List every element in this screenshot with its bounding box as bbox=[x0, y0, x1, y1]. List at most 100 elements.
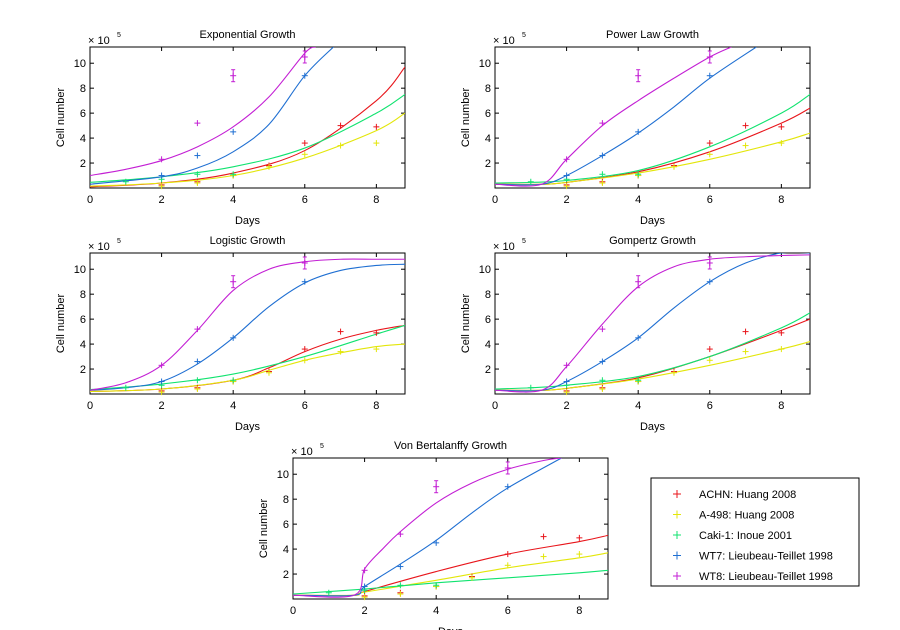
panel-von-bertalanffy: Von Bertalanffy Growth 0 2 4 6 8 2 4 6 8 10 Days Cel… bbox=[258, 440, 609, 630]
data-point-wt8 bbox=[397, 531, 404, 538]
observed-markers bbox=[122, 256, 380, 396]
legend-label: Caki-1: Inoue 2001 bbox=[699, 530, 792, 542]
data-point-a498 bbox=[742, 348, 749, 355]
data-point-achn bbox=[337, 122, 344, 129]
legend-entry-a498: A-498: Huang 2008 bbox=[673, 510, 794, 522]
data-point-wt8 bbox=[194, 120, 201, 127]
data-point-achn bbox=[576, 534, 583, 541]
data-point-wt7 bbox=[301, 278, 308, 285]
data-point-wt8 bbox=[635, 69, 642, 83]
data-point-wt7 bbox=[504, 483, 511, 490]
y-exponent-label: × 10 bbox=[88, 241, 110, 253]
data-point-a498 bbox=[194, 386, 201, 393]
data-point-a498 bbox=[194, 180, 201, 187]
y-tick-label: 10 bbox=[74, 58, 86, 70]
x-tick-label: 0 bbox=[87, 194, 93, 206]
data-point-wt8 bbox=[301, 256, 308, 270]
data-point-a498 bbox=[373, 346, 380, 353]
x-tick-label: 2 bbox=[564, 400, 570, 412]
data-point-a498 bbox=[706, 357, 713, 364]
data-point-a498 bbox=[158, 389, 165, 396]
y-exponent-label: × 10 bbox=[493, 241, 515, 253]
observed-markers bbox=[527, 256, 785, 396]
y-tick-label: 6 bbox=[485, 108, 491, 120]
data-point-caki bbox=[635, 377, 642, 384]
data-point-caki bbox=[599, 377, 606, 384]
data-point-a498 bbox=[670, 163, 677, 170]
data-point-caki bbox=[230, 377, 237, 384]
data-point-achn bbox=[778, 123, 785, 130]
data-point-caki bbox=[194, 377, 201, 384]
panel-title: Von Bertalanffy Growth bbox=[394, 440, 507, 452]
y-exponent-sup: 5 bbox=[320, 443, 324, 450]
data-point-wt7 bbox=[397, 563, 404, 570]
y-tick-label: 6 bbox=[283, 519, 289, 531]
observed-markers bbox=[527, 50, 785, 190]
data-point-achn bbox=[540, 533, 547, 540]
y-tick-label: 8 bbox=[485, 289, 491, 301]
plot-frame bbox=[89, 46, 406, 189]
y-tick-label: 10 bbox=[479, 58, 491, 70]
x-tick-label: 2 bbox=[362, 605, 368, 617]
data-point-wt8 bbox=[230, 275, 237, 289]
data-point-caki bbox=[325, 589, 332, 596]
data-point-a498 bbox=[397, 591, 404, 598]
data-point-achn bbox=[373, 123, 380, 130]
x-tick-label: 4 bbox=[635, 400, 641, 412]
data-point-caki bbox=[397, 582, 404, 589]
y-axis-label: Cell number bbox=[460, 88, 472, 148]
data-point-wt7 bbox=[635, 128, 642, 135]
data-point-wt7 bbox=[230, 128, 237, 135]
data-point-achn bbox=[706, 346, 713, 353]
data-point-a498 bbox=[301, 151, 308, 158]
data-point-wt8 bbox=[433, 480, 440, 494]
legend-box bbox=[650, 477, 860, 587]
data-point-wt7 bbox=[706, 278, 713, 285]
legend-entry-wt7: WT7: Lieubeau-Teillet 1998 bbox=[673, 551, 833, 563]
panel-title: Power Law Growth bbox=[606, 29, 699, 41]
data-point-wt7 bbox=[599, 358, 606, 365]
data-point-a498 bbox=[742, 142, 749, 149]
data-point-wt8 bbox=[504, 461, 511, 475]
y-tick-label: 6 bbox=[485, 314, 491, 326]
data-point-caki bbox=[635, 171, 642, 178]
panel-exponential: Exponential Growth 0 2 4 6 8 2 4 6 8 10 Days Cell nu… bbox=[55, 29, 406, 227]
y-axis-label: Cell number bbox=[55, 88, 67, 148]
y-tick-label: 8 bbox=[485, 83, 491, 95]
data-point-a498 bbox=[265, 369, 272, 376]
data-point-a498 bbox=[778, 346, 785, 353]
y-axis-label: Cell number bbox=[258, 499, 270, 559]
y-tick-label: 4 bbox=[80, 339, 86, 351]
y-tick-label: 6 bbox=[80, 108, 86, 120]
plot-frame bbox=[89, 252, 406, 395]
data-point-caki bbox=[230, 171, 237, 178]
y-tick-label: 10 bbox=[277, 469, 289, 481]
data-point-a498 bbox=[265, 163, 272, 170]
data-point-achn bbox=[337, 328, 344, 335]
data-point-a498 bbox=[158, 183, 165, 190]
fit-curve-wt8 bbox=[293, 458, 562, 598]
x-tick-label: 0 bbox=[290, 605, 296, 617]
data-point-a498 bbox=[706, 151, 713, 158]
y-tick-label: 10 bbox=[479, 264, 491, 276]
x-tick-label: 6 bbox=[707, 194, 713, 206]
fit-curve-a498 bbox=[90, 112, 405, 187]
data-point-a498 bbox=[468, 574, 475, 581]
data-point-wt8 bbox=[158, 156, 165, 163]
x-axis-label: Days bbox=[640, 421, 666, 433]
data-point-wt7 bbox=[635, 334, 642, 341]
x-tick-label: 0 bbox=[492, 194, 498, 206]
y-axis-label: Cell number bbox=[460, 294, 472, 354]
data-point-wt8 bbox=[301, 50, 308, 64]
y-exponent-label: × 10 bbox=[291, 446, 313, 458]
x-tick-label: 0 bbox=[87, 400, 93, 412]
data-point-achn bbox=[504, 551, 511, 558]
x-axis-label: Days bbox=[235, 421, 261, 433]
x-tick-label: 4 bbox=[230, 400, 236, 412]
x-tick-label: 2 bbox=[564, 194, 570, 206]
data-point-wt8 bbox=[706, 256, 713, 270]
data-point-caki bbox=[194, 171, 201, 178]
y-tick-label: 6 bbox=[80, 314, 86, 326]
x-tick-label: 4 bbox=[433, 605, 439, 617]
fit-curve-wt7 bbox=[495, 253, 810, 392]
